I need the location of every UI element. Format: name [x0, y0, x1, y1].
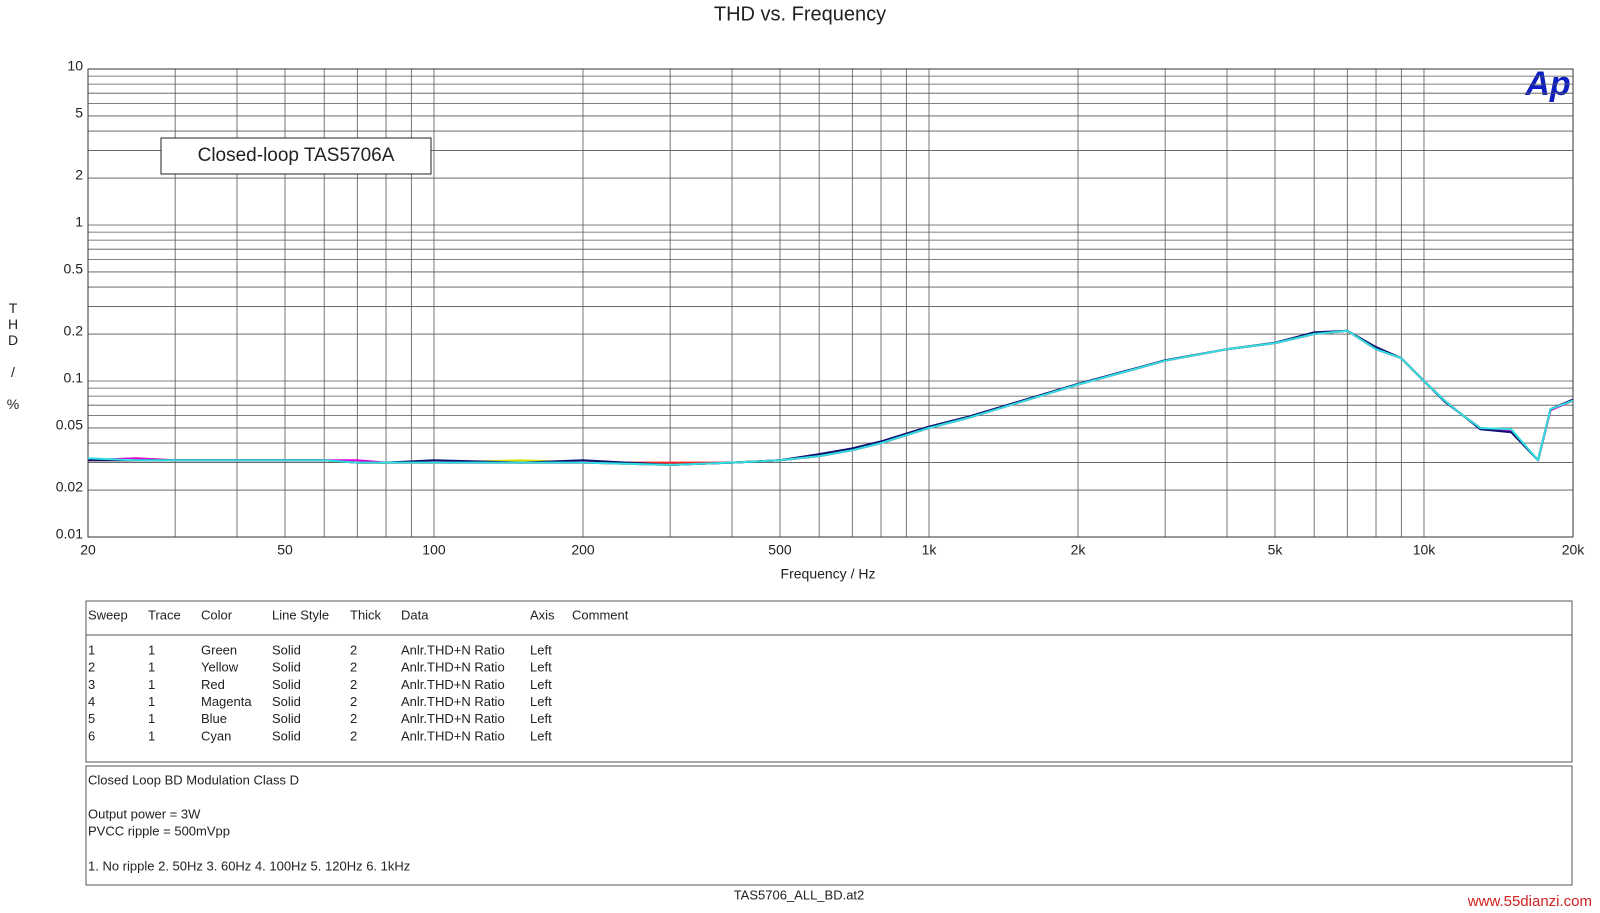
series-line: [87, 329, 1574, 466]
legend-header: Sweep: [88, 607, 128, 622]
y-tick-label: 0.2: [64, 323, 84, 339]
legend-header: Data: [401, 607, 429, 622]
legend-cell: 2: [350, 660, 357, 675]
y-tick-label: 0.02: [56, 479, 83, 495]
x-tick-label: 100: [422, 542, 446, 558]
legend-cell: Left: [530, 694, 552, 709]
legend-cell: Anlr.THD+N Ratio: [401, 677, 505, 692]
footer: TAS5706_ALL_BD.at2: [734, 887, 865, 902]
legend-cell: Magenta: [201, 694, 252, 709]
legend-cell: Left: [530, 677, 552, 692]
y-tick-label: 10: [67, 58, 83, 74]
legend-cell: 1: [148, 711, 155, 726]
legend-cell: 4: [88, 694, 95, 709]
series-line: [87, 329, 1574, 466]
y-tick-label: 1: [75, 214, 83, 230]
legend-cell: Anlr.THD+N Ratio: [401, 642, 505, 657]
legend-cell: 6: [88, 728, 95, 743]
legend-header: Comment: [572, 607, 629, 622]
y-tick-label: 5: [75, 105, 83, 121]
plot-frame: [87, 68, 1574, 538]
legend-cell: 2: [350, 728, 357, 743]
y-tick-label: 0.1: [64, 370, 84, 386]
legend-cell: 2: [350, 642, 357, 657]
watermark: www.55dianzi.com: [1467, 893, 1592, 910]
legend-cell: 2: [350, 711, 357, 726]
x-tick-label: 20k: [1562, 542, 1586, 558]
x-tick-label: 20: [80, 542, 96, 558]
x-tick-label: 500: [768, 542, 792, 558]
legend-cell: Solid: [272, 642, 301, 657]
legend-cell: Left: [530, 728, 552, 743]
legend-cell: Anlr.THD+N Ratio: [401, 728, 505, 743]
x-tick-label: 1k: [922, 542, 938, 558]
y-axis-label: THD / %: [5, 300, 21, 412]
legend-cell: Anlr.THD+N Ratio: [401, 711, 505, 726]
legend-cell: 5: [88, 711, 95, 726]
y-tick-label: 0.5: [64, 261, 84, 277]
legend-cell: 2: [350, 677, 357, 692]
legend-header: Color: [201, 607, 233, 622]
chart-title: THD vs. Frequency: [714, 3, 886, 25]
legend-cell: 1: [148, 694, 155, 709]
series-line: [88, 329, 1574, 466]
legend-header: Trace: [148, 607, 181, 622]
legend-cell: 1: [148, 677, 155, 692]
note: Output power = 3W: [88, 806, 201, 821]
y-tick-label: 2: [75, 167, 83, 183]
y-tick-label: 0.01: [56, 526, 83, 542]
x-tick-label: 5k: [1268, 542, 1284, 558]
legend-cell: Solid: [272, 660, 301, 675]
x-tick-label: 50: [277, 542, 293, 558]
legend-cell: Yellow: [201, 660, 239, 675]
legend-cell: 2: [88, 660, 95, 675]
legend-cell: Anlr.THD+N Ratio: [401, 660, 505, 675]
note: PVCC ripple = 500mVpp: [88, 823, 230, 838]
legend-cell: 1: [148, 642, 155, 657]
series-line: [88, 329, 1574, 466]
legend-cell: 3: [88, 677, 95, 692]
series-line: [87, 329, 1574, 466]
notes-box: [85, 765, 1573, 886]
legend-cell: 2: [350, 694, 357, 709]
legend-header: Axis: [530, 607, 555, 622]
legend-cell: Red: [201, 677, 225, 692]
legend-cell: Anlr.THD+N Ratio: [401, 694, 505, 709]
legend-cell: Solid: [272, 728, 301, 743]
note: Closed Loop BD Modulation Class D: [88, 772, 299, 787]
legend-cell: Left: [530, 642, 552, 657]
x-tick-label: 10k: [1413, 542, 1437, 558]
legend-cell: 1: [148, 660, 155, 675]
legend-cell: Green: [201, 642, 237, 657]
legend-cell: Blue: [201, 711, 227, 726]
legend-cell: 1: [148, 728, 155, 743]
annotation-box: [160, 137, 432, 175]
legend-cell: Solid: [272, 711, 301, 726]
legend-cell: 1: [88, 642, 95, 657]
legend-box: [85, 600, 1573, 763]
legend-cell: Solid: [272, 677, 301, 692]
x-tick-label: 200: [571, 542, 595, 558]
legend-cell: Cyan: [201, 728, 231, 743]
legend-cell: Left: [530, 660, 552, 675]
x-tick-label: 2k: [1071, 542, 1087, 558]
y-tick-label: 0.05: [56, 417, 83, 433]
x-axis-label: Frequency / Hz: [781, 566, 876, 582]
legend-header: Thick: [350, 607, 382, 622]
annotation: Closed-loop TAS5706A: [198, 145, 395, 166]
legend-cell: Solid: [272, 694, 301, 709]
legend-cell: Left: [530, 711, 552, 726]
legend-header: Line Style: [272, 607, 329, 622]
note: 1. No ripple 2. 50Hz 3. 60Hz 4. 100Hz 5.…: [88, 858, 410, 873]
